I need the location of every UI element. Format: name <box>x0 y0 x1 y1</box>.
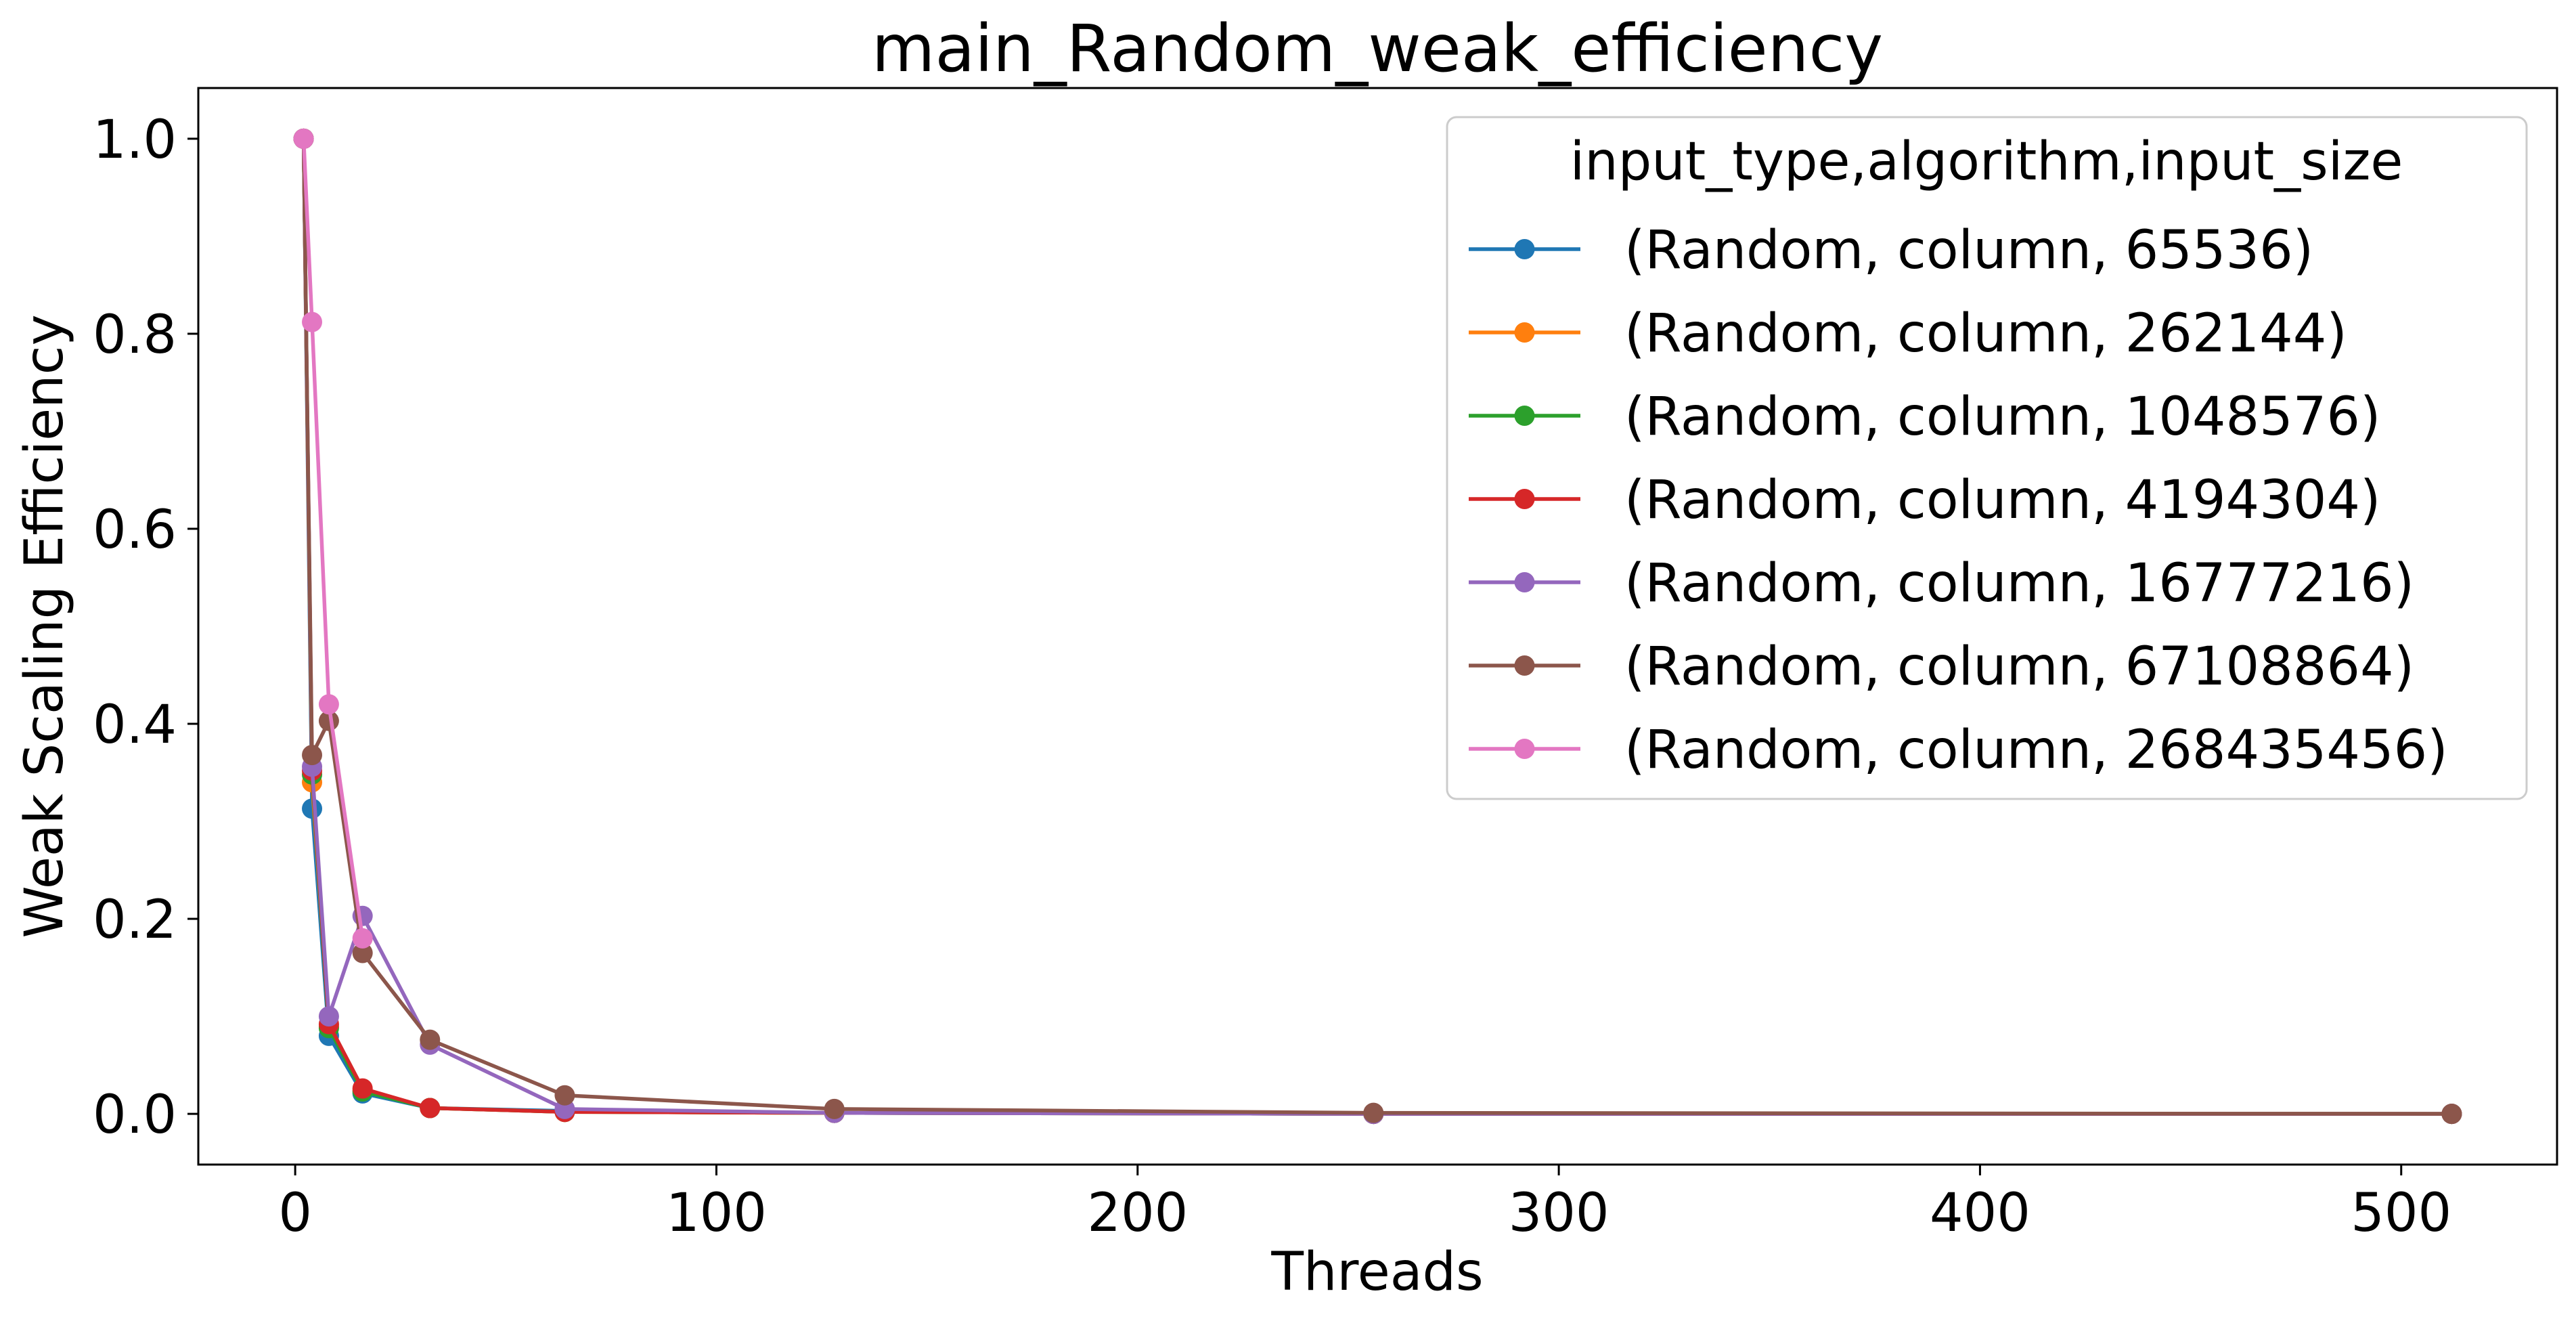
legend-marker <box>1514 655 1535 676</box>
legend-marker <box>1514 739 1535 759</box>
y-tick-label: 0.0 <box>93 1085 177 1146</box>
legend: input_type,algorithm,input_size (Random,… <box>1446 116 2528 800</box>
x-tick-label: 400 <box>1930 1183 2030 1244</box>
series-7 <box>293 128 373 949</box>
y-tick-label: 0.4 <box>93 695 177 756</box>
legend-item: (Random, column, 1048576) <box>1469 387 2380 448</box>
data-point <box>420 1029 441 1050</box>
legend-label: (Random, column, 16777216) <box>1624 553 2414 614</box>
legend-label: (Random, column, 268435456) <box>1624 720 2448 781</box>
legend-marker <box>1514 489 1535 509</box>
legend-items: (Random, column, 65536) (Random, column, … <box>1469 220 2448 781</box>
legend-title: input_type,algorithm,input_size <box>1570 131 2403 192</box>
series-layer <box>293 128 2462 1125</box>
x-tick-label: 0 <box>278 1183 312 1244</box>
legend-label: (Random, column, 1048576) <box>1624 387 2380 448</box>
legend-marker <box>1514 239 1535 259</box>
x-axis-label: Threads <box>1270 1242 1483 1303</box>
x-tick-label: 100 <box>666 1183 767 1244</box>
plot-area-frame <box>197 87 2558 1166</box>
x-tick-label: 200 <box>1087 1183 1188 1244</box>
legend-item: (Random, column, 262144) <box>1469 303 2347 364</box>
data-point <box>318 710 339 731</box>
data-point <box>318 694 339 715</box>
legend-label: (Random, column, 67108864) <box>1624 636 2414 697</box>
data-point <box>1363 1102 1384 1123</box>
x-tick-label: 500 <box>2351 1183 2451 1244</box>
data-point <box>318 1006 339 1027</box>
legend-item: (Random, column, 16777216) <box>1469 553 2414 614</box>
y-tick-label: 0.8 <box>93 305 177 366</box>
legend-box <box>1446 116 2528 800</box>
x-tick-label: 300 <box>1509 1183 1609 1244</box>
legend-label: (Random, column, 4194304) <box>1624 470 2380 531</box>
legend-item: (Random, column, 67108864) <box>1469 636 2414 697</box>
data-point <box>554 1085 575 1106</box>
y-tick-label: 0.2 <box>93 890 177 951</box>
legend-item: (Random, column, 268435456) <box>1469 720 2448 781</box>
chart-title: main_Random_weak_efficiency <box>872 11 1883 87</box>
legend-item: (Random, column, 65536) <box>1469 220 2313 281</box>
legend-label: (Random, column, 65536) <box>1624 220 2313 281</box>
legend-label: (Random, column, 262144) <box>1624 303 2347 364</box>
data-point <box>302 311 323 332</box>
series-line <box>301 138 365 939</box>
data-point <box>352 928 373 949</box>
data-point <box>420 1098 441 1119</box>
legend-marker <box>1514 572 1535 592</box>
y-tick-label: 0.6 <box>93 500 177 561</box>
data-point <box>824 1098 845 1119</box>
legend-marker <box>1514 322 1535 343</box>
legend-item: (Random, column, 4194304) <box>1469 470 2380 531</box>
y-axis-label: Weak Scaling Efficiency <box>14 314 75 938</box>
y-axis-ticks: 0.0 0.2 0.4 0.6 0.8 1.0 <box>93 110 198 1146</box>
legend-marker <box>1514 406 1535 426</box>
data-point <box>2441 1104 2462 1125</box>
data-point <box>352 942 373 963</box>
y-tick-label: 1.0 <box>93 110 177 171</box>
data-point <box>302 745 323 766</box>
data-point <box>293 128 314 149</box>
x-axis-ticks: 0 100 200 300 400 500 <box>278 1165 2451 1244</box>
data-point <box>352 1078 373 1099</box>
